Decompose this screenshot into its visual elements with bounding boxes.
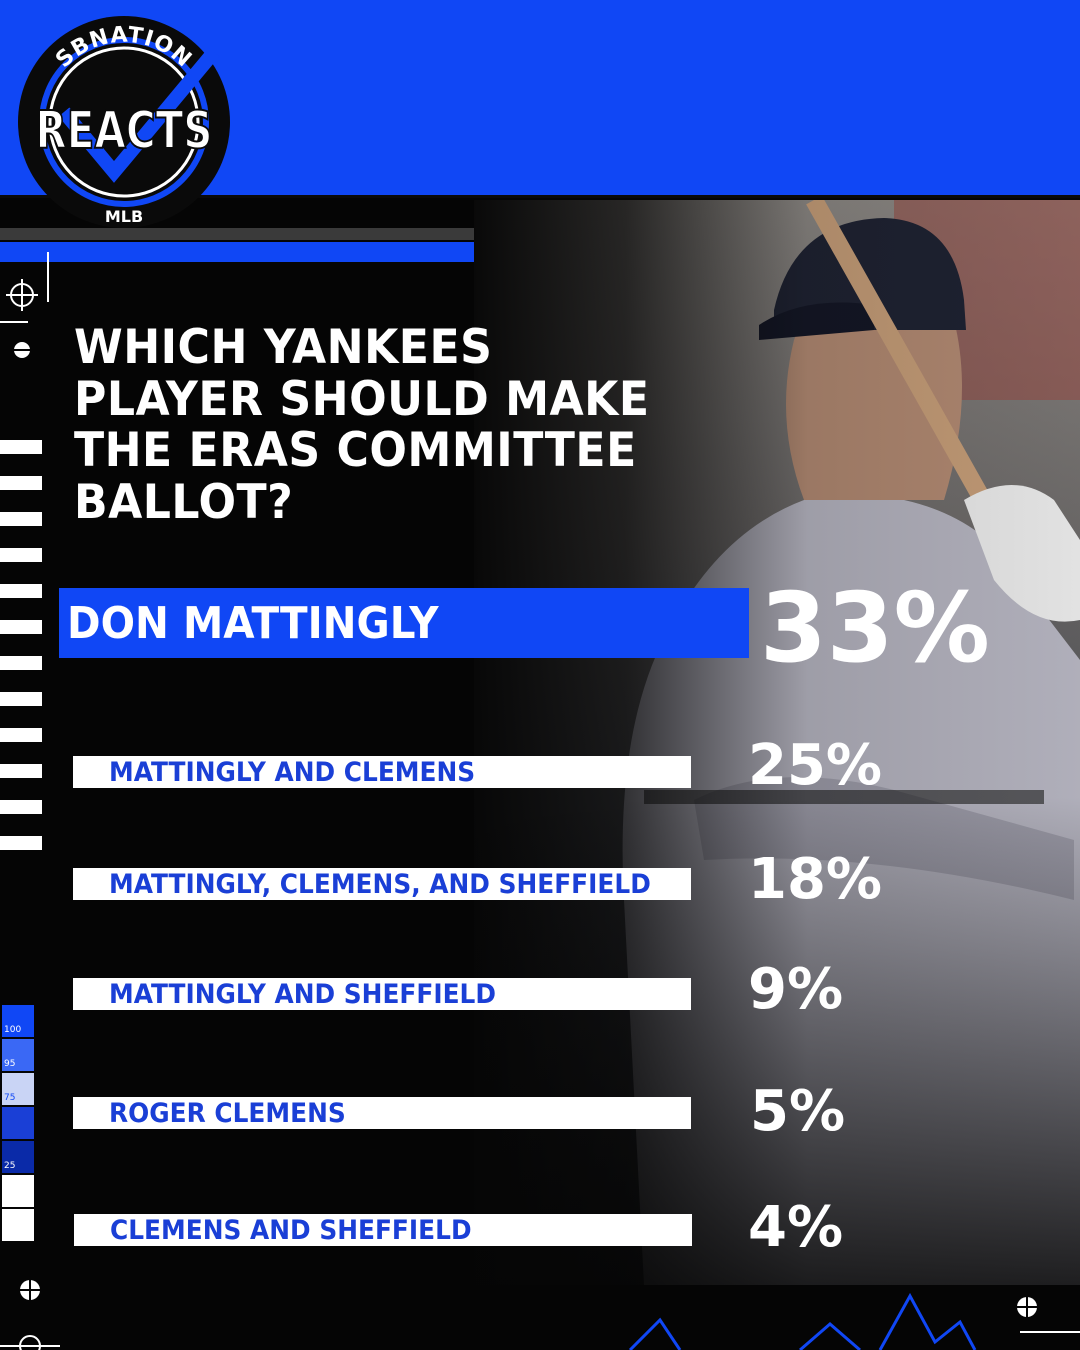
bottom-decoration xyxy=(0,1278,1080,1350)
logo-main-text: REACTS xyxy=(36,100,213,160)
result-label-1: DON MATTINGLY xyxy=(59,588,749,658)
result-label-3: MATTINGLY, CLEMENS, AND SHEFFIELD xyxy=(73,868,691,900)
logo-sub-text: MLB xyxy=(105,207,143,226)
result-percent-3: 18% xyxy=(748,847,883,912)
crosshair-icon xyxy=(0,252,49,358)
result-label-text: CLEMENS AND SHEFFIELD xyxy=(110,1214,472,1246)
page-title: WHICH YANKEES PLAYER SHOULD MAKE THE ERA… xyxy=(74,320,650,531)
result-label-5: ROGER CLEMENS xyxy=(73,1097,691,1129)
player-photo xyxy=(474,200,1080,1285)
accent-strip xyxy=(0,242,474,262)
result-label-6: CLEMENS AND SHEFFIELD xyxy=(74,1214,692,1246)
result-percent-1: 33% xyxy=(760,572,990,684)
result-label-text: MATTINGLY AND SHEFFIELD xyxy=(109,978,497,1010)
color-scale-legend: 100 95 75 25 xyxy=(2,1005,34,1243)
scale-label-95: 95 xyxy=(4,1059,16,1069)
scale-label-100: 100 xyxy=(4,1025,22,1035)
result-percent-2: 25% xyxy=(748,733,883,798)
result-label-text: MATTINGLY AND CLEMENS xyxy=(109,756,476,788)
result-percent-6: 4% xyxy=(748,1195,844,1260)
result-percent-4: 9% xyxy=(748,957,844,1022)
result-label-text: DON MATTINGLY xyxy=(67,597,439,649)
result-label-2: MATTINGLY AND CLEMENS xyxy=(73,756,691,788)
result-label-4: MATTINGLY AND SHEFFIELD xyxy=(73,978,691,1010)
result-label-text: MATTINGLY, CLEMENS, AND SHEFFIELD xyxy=(109,868,651,900)
result-label-text: ROGER CLEMENS xyxy=(109,1097,346,1129)
sbnation-reacts-logo: SBNATION REACTS MLB xyxy=(18,16,230,228)
side-tick-marks xyxy=(0,440,44,860)
scale-label-25: 25 xyxy=(4,1161,16,1171)
result-percent-5: 5% xyxy=(750,1079,846,1144)
scale-label-75: 75 xyxy=(4,1093,16,1103)
divider-strip xyxy=(0,228,474,240)
